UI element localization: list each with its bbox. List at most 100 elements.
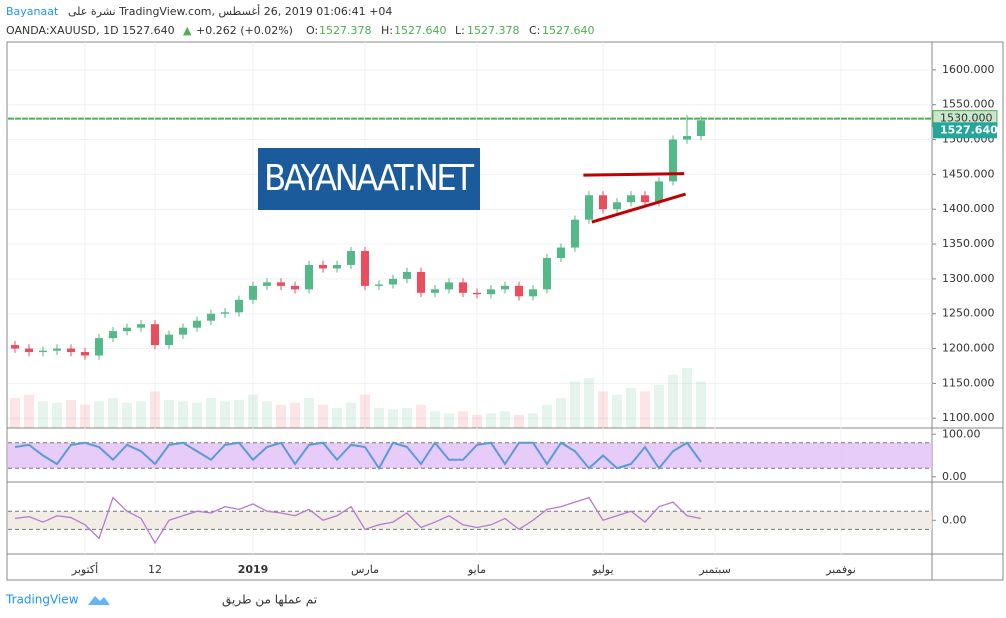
candle-body xyxy=(529,289,537,297)
volume-bar xyxy=(234,400,244,428)
candle-body xyxy=(655,181,663,203)
candle-body xyxy=(109,331,117,339)
volume-bar xyxy=(290,402,300,428)
y-tick-label: 1400.000 xyxy=(942,202,995,215)
logo-box xyxy=(258,148,480,210)
oscillator-line xyxy=(14,496,702,545)
c-label: C: xyxy=(529,24,540,37)
volume-bar xyxy=(332,408,342,428)
volume-bar xyxy=(472,414,482,428)
candle-body xyxy=(319,264,327,269)
volume-bar xyxy=(486,413,496,428)
volume-bar xyxy=(584,378,594,428)
candle-body xyxy=(221,312,229,314)
candle-body xyxy=(557,247,565,258)
candle-body xyxy=(39,350,47,353)
volume-bar xyxy=(360,394,370,428)
l-label: L: xyxy=(455,24,465,37)
volume-bar xyxy=(276,404,286,428)
candle-body xyxy=(11,345,19,349)
volume-bar xyxy=(444,413,454,428)
volume-bar xyxy=(570,381,580,428)
volume-bar xyxy=(122,402,132,428)
h-label: H: xyxy=(381,24,393,37)
volume-bar xyxy=(612,394,622,428)
o-value: 1527.378 xyxy=(319,24,372,37)
candle-body xyxy=(25,348,33,353)
candle-body xyxy=(291,285,299,290)
candle-body xyxy=(305,264,313,290)
volume-bar xyxy=(696,381,706,428)
volume-bar xyxy=(668,374,678,428)
volume-bar xyxy=(136,401,146,428)
volume-bar xyxy=(528,413,538,428)
volume-bar xyxy=(556,398,566,428)
y-tick-label: 1100.000 xyxy=(942,411,995,424)
volume-bar xyxy=(346,402,356,428)
candle-body xyxy=(95,338,103,356)
change: +0.262 (+0.02%) xyxy=(196,24,293,37)
volume-bar xyxy=(94,401,104,428)
volume-bar xyxy=(108,398,118,428)
candle-body xyxy=(487,289,495,295)
volume-bar xyxy=(52,402,62,428)
candle-body xyxy=(123,327,131,332)
candle-body xyxy=(347,251,355,265)
volume-bar xyxy=(514,414,524,428)
h-value: 1527.640 xyxy=(394,24,447,37)
volume-bar xyxy=(402,408,412,428)
l-value: 1527.378 xyxy=(467,24,520,37)
candle-body xyxy=(515,285,523,297)
candle-body xyxy=(179,327,187,335)
frame xyxy=(6,41,1004,581)
x-tick-label: سبتمبر xyxy=(698,563,731,576)
candle-body xyxy=(263,282,271,286)
candle-body xyxy=(641,195,649,203)
volume-bar xyxy=(374,408,384,428)
candle-body xyxy=(165,334,173,346)
candle-body xyxy=(137,324,145,328)
volume-bar xyxy=(150,391,160,428)
volume-bar xyxy=(542,404,552,428)
candle-body xyxy=(235,299,243,313)
rsi-line xyxy=(14,441,702,471)
volume-bar xyxy=(178,401,188,428)
logo: BAYANAAT.NET xyxy=(264,158,474,199)
candle-body xyxy=(585,195,593,220)
volume-bar xyxy=(640,391,650,428)
y-tick-label: 1150.000 xyxy=(942,376,995,389)
volume-bar xyxy=(24,394,34,428)
x-tick-label: 12 xyxy=(148,563,162,576)
volume-bar xyxy=(416,404,426,428)
volume-bar xyxy=(598,391,608,428)
candle-body xyxy=(361,251,369,286)
trendline xyxy=(591,192,687,224)
last-price-box xyxy=(933,122,997,139)
volume-bar xyxy=(66,400,76,428)
candle-body xyxy=(431,289,439,293)
y-tick-label: 1250.000 xyxy=(942,307,995,320)
y-tick-label: 1550.000 xyxy=(942,98,995,111)
source: Bayanaat xyxy=(6,5,59,18)
candle-body xyxy=(375,284,383,286)
volume-bar xyxy=(458,411,468,428)
candle-body xyxy=(445,282,453,290)
volume-bar xyxy=(10,398,20,428)
candle-body xyxy=(543,257,551,290)
candle-body xyxy=(67,348,75,353)
y-tick-label: 100.00 xyxy=(942,427,981,440)
y-tick-label: 0.00 xyxy=(942,470,967,483)
volume-bar xyxy=(206,398,216,428)
x-tick-label: أكتوبر xyxy=(71,562,98,576)
y-tick-label: 1200.000 xyxy=(942,342,995,355)
volume-bar xyxy=(430,411,440,428)
footer-brand: TradingView xyxy=(5,593,79,607)
x-tick-label: يوليو xyxy=(591,563,613,576)
volume-bar xyxy=(192,402,202,428)
volume-bar xyxy=(318,404,328,428)
candle-body xyxy=(501,285,509,290)
candle-body xyxy=(53,348,61,351)
c-value: 1527.640 xyxy=(542,24,595,37)
symbol: OANDA:XAUUSD, 1D 1527.640 xyxy=(6,24,175,37)
